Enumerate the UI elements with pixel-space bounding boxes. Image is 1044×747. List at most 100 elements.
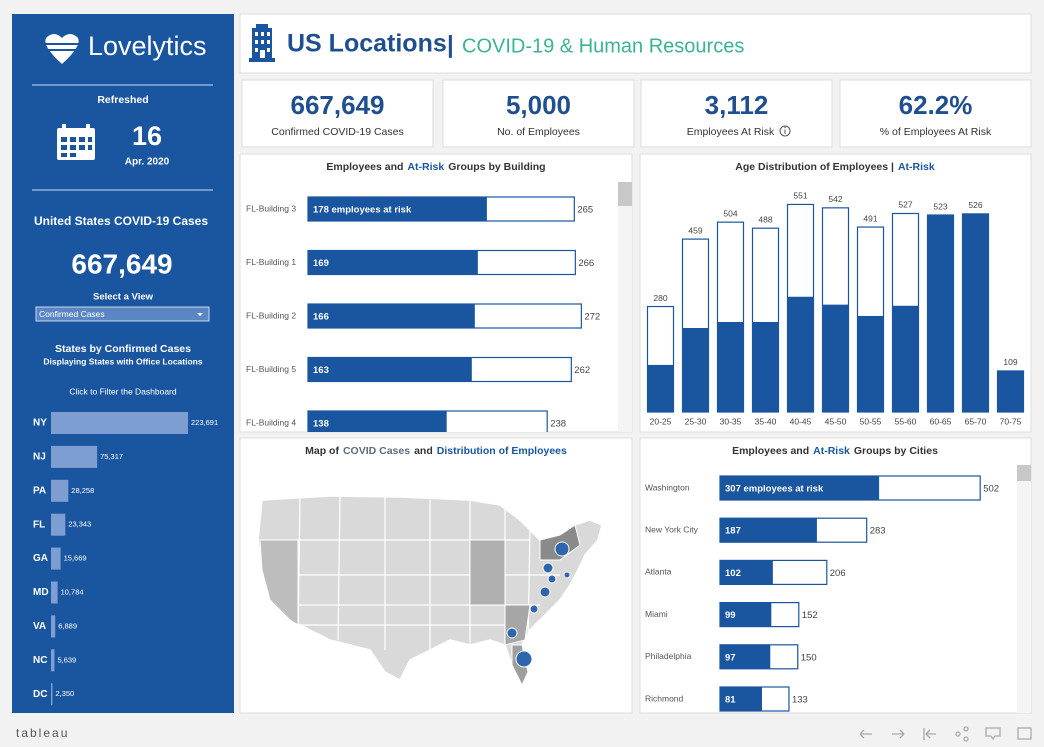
scrollbar-thumb[interactable]	[1017, 465, 1031, 481]
at-risk-bar	[682, 328, 709, 412]
at-risk-bar	[720, 687, 762, 711]
state-label[interactable]: VA	[33, 621, 46, 632]
x-tick-label: 50-55	[860, 416, 882, 426]
kpi-card	[442, 79, 635, 148]
total-label: 150	[801, 652, 817, 663]
kpi-card	[241, 79, 434, 148]
title-part: At-Risk	[407, 161, 444, 173]
at-risk-label: 138	[313, 419, 329, 430]
scrollbar-track[interactable]	[1017, 465, 1031, 713]
total-label: 272	[584, 312, 600, 323]
x-tick-label: 20-25	[650, 416, 672, 426]
state-value: 10,784	[61, 587, 84, 596]
state-bar[interactable]	[51, 683, 53, 706]
title-part: Employees and	[732, 445, 809, 457]
state-label[interactable]: NC	[33, 655, 47, 666]
total-label: 527	[898, 200, 912, 210]
kpi-label: % of Employees At Risk	[880, 126, 992, 138]
brand-name: Lovelytics	[88, 31, 207, 61]
panel-title: Employees and At-Risk Groups by Building	[326, 161, 545, 173]
scrollbar-thumb[interactable]	[618, 182, 632, 206]
state-label[interactable]: GA	[33, 553, 48, 564]
states-title: States by Confirmed Cases	[55, 343, 191, 355]
total-label: 265	[577, 205, 593, 216]
at-risk-label: 169	[313, 258, 329, 269]
panel-title: Age Distribution of Employees | At-Risk	[735, 161, 935, 173]
x-tick-label: 40-45	[790, 416, 812, 426]
total-label: 526	[968, 200, 982, 210]
at-risk-bar	[962, 213, 989, 412]
total-label: 542	[828, 194, 842, 204]
kpi-label: Confirmed COVID-19 Cases	[271, 126, 403, 138]
footer-brand[interactable]: tableau	[16, 726, 69, 740]
at-risk-bar	[308, 197, 487, 221]
total-label: 238	[550, 419, 566, 430]
x-tick-label: 35-40	[755, 416, 777, 426]
state-bar[interactable]	[51, 479, 69, 502]
dropdown-value[interactable]: Confirmed Cases	[39, 309, 105, 319]
state-label[interactable]: NJ	[33, 452, 46, 463]
total-label: 491	[863, 213, 877, 223]
title-part: Map of	[305, 445, 339, 457]
states-subtitle: Displaying States with Office Locations	[43, 356, 202, 366]
state-bar[interactable]	[51, 412, 188, 434]
kpi-label: No. of Employees	[497, 126, 580, 138]
state-bar[interactable]	[51, 513, 66, 536]
state-bar[interactable]	[51, 581, 58, 604]
scrollbar-track[interactable]	[618, 182, 632, 432]
state-bar[interactable]	[51, 649, 55, 672]
at-risk-label: 163	[313, 365, 329, 376]
title-part: Groups by Building	[448, 161, 545, 173]
at-risk-bar	[308, 411, 447, 432]
total-label: 283	[870, 526, 886, 537]
at-risk-bar	[892, 305, 919, 412]
at-risk-bar	[997, 370, 1024, 412]
at-risk-bar	[717, 321, 744, 412]
info-icon	[784, 126, 786, 129]
state-value: 15,669	[64, 554, 87, 563]
at-risk-bar	[647, 364, 674, 412]
building-icon	[249, 24, 275, 62]
state-label[interactable]: DC	[33, 689, 47, 700]
at-risk-bar	[308, 357, 472, 382]
total-label: 504	[723, 208, 737, 218]
total-label: 459	[688, 225, 702, 235]
x-tick-label: 55-60	[895, 416, 917, 426]
page-subtitle: COVID-19 & Human Resources	[462, 35, 744, 57]
bar-group: FL-Building 3 178 employees at risk 265 FL-…	[246, 196, 600, 432]
category-label: Washington	[645, 482, 690, 492]
title-part: and	[414, 445, 433, 457]
state-bar[interactable]	[51, 445, 98, 468]
state-bar[interactable]	[51, 547, 61, 570]
x-tick-label: 65-70	[965, 416, 987, 426]
toolbar-icons[interactable]	[859, 726, 1032, 742]
sidebar	[12, 14, 234, 713]
at-risk-label: 178 employees at risk	[313, 205, 412, 216]
page-title: US Locations	[287, 30, 447, 58]
cases-total: 667,649	[71, 248, 172, 279]
refreshed-label: Refreshed	[97, 94, 148, 106]
state-label[interactable]: NY	[33, 418, 47, 429]
info-icon	[779, 125, 791, 137]
kpi-card	[839, 79, 1032, 148]
state-label[interactable]: FL	[33, 519, 45, 530]
category-label: Miami	[645, 609, 668, 619]
state-label[interactable]: PA	[33, 485, 46, 496]
state-bar[interactable]	[51, 615, 56, 638]
total-label: 206	[830, 568, 846, 579]
kpi-value: 3,112	[705, 90, 769, 120]
category-label: Philadelphia	[645, 651, 692, 661]
state-label[interactable]: MD	[33, 587, 49, 598]
title-part: Groups by Cities	[854, 445, 938, 457]
kpi-card	[640, 79, 833, 148]
view-dropdown[interactable]	[35, 306, 210, 322]
dropdown-arrow[interactable]	[197, 313, 203, 316]
panel-title: Employees and At-Risk Groups by Cities	[732, 445, 938, 457]
refresh-month: Apr. 2020	[125, 157, 170, 168]
category-label: FL-Building 5	[246, 364, 296, 374]
x-tick-label: 25-30	[685, 416, 707, 426]
total-label: 152	[802, 610, 818, 621]
cases-title: United States COVID-19 Cases	[34, 214, 208, 228]
x-tick-label: 70-75	[1000, 416, 1022, 426]
title-part: At-Risk	[898, 161, 935, 173]
